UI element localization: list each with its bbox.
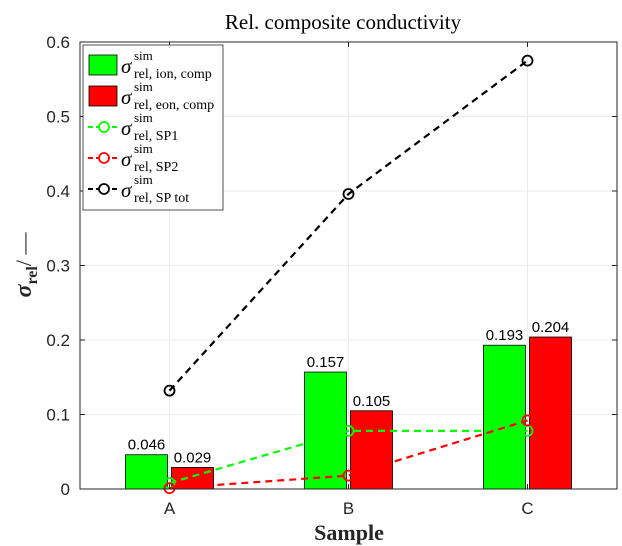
x-tick-label: B: [343, 499, 354, 518]
y-tick-label: 0.5: [46, 108, 70, 127]
series-point: [163, 482, 176, 495]
bar-value-label: 0.029: [174, 449, 212, 466]
bar-value-label: 0.105: [353, 393, 391, 410]
series-line: [169, 429, 528, 485]
y-tick-label: 0: [61, 480, 70, 499]
bar-value-label: 0.046: [128, 437, 166, 454]
legend-subscript: rel, ion, comp: [134, 67, 212, 82]
legend-symbol: σ: [121, 178, 133, 202]
legend-swatch: [88, 54, 118, 76]
legend-superscript: sim: [134, 79, 153, 94]
bar: [304, 371, 347, 490]
y-axis-label: σrel/ —: [11, 232, 41, 298]
legend-swatch: [88, 85, 118, 107]
series-lines: [163, 54, 534, 495]
legend-subscript: rel, eon, comp: [134, 98, 214, 113]
bar: [529, 336, 572, 490]
series-point: [163, 384, 176, 397]
series-point: [342, 188, 355, 200]
chart-title: Rel. composite conductivity: [225, 10, 462, 34]
data-labels: 0.046 0.157 0.193 0.029 0.105 0.204: [128, 319, 570, 466]
legend-symbol: σ: [121, 116, 133, 140]
bar-value-label: 0.204: [532, 319, 570, 336]
series-line: [169, 419, 528, 490]
y-tick-label: 0.6: [46, 33, 70, 52]
y-tick-label: 0.1: [46, 406, 70, 425]
x-axis-label: Sample: [314, 520, 384, 545]
bar-value-label: 0.157: [307, 354, 345, 371]
legend-superscript: sim: [134, 110, 153, 125]
bar: [125, 454, 168, 490]
series-point: [342, 469, 355, 482]
svg-text:σrel/ —: σrel/ —: [11, 232, 41, 298]
legend-symbol: σ: [121, 54, 133, 78]
legend-marker: [98, 121, 110, 133]
legend-marker: [98, 183, 110, 195]
series-line: [168, 59, 529, 392]
legend-subscript: rel, SP tot: [134, 191, 189, 206]
legend-marker: [98, 152, 110, 164]
tick-labels: 0 0.1 0.2 0.3 0.4 0.5 0.6 A B C: [46, 33, 533, 518]
legend-symbol: σ: [121, 85, 133, 109]
bar: [483, 344, 526, 490]
series-point: [521, 54, 534, 67]
series-point: [521, 414, 534, 427]
legend-symbol: σ: [121, 147, 133, 171]
bar-value-label: 0.193: [486, 327, 524, 344]
series-point: [342, 424, 355, 437]
x-tick-label: A: [164, 499, 176, 518]
legend-superscript: sim: [134, 48, 153, 63]
y-axis-symbol: σ: [11, 283, 37, 297]
y-tick-label: 0.2: [46, 331, 70, 350]
axes-box: [79, 41, 618, 490]
legend-subscript: rel, SP1: [134, 129, 178, 144]
axes: [79, 41, 618, 490]
y-tick-label: 0.3: [46, 257, 70, 276]
y-axis-unit: / —: [11, 232, 36, 267]
legend-subscript: rel, SP2: [134, 160, 178, 175]
x-tick-label: C: [521, 499, 533, 518]
bar: [350, 410, 393, 490]
legend-superscript: sim: [134, 172, 153, 187]
y-tick-label: 0.4: [46, 182, 70, 201]
legend-superscript: sim: [134, 141, 153, 156]
y-axis-subscript: rel: [24, 266, 41, 285]
